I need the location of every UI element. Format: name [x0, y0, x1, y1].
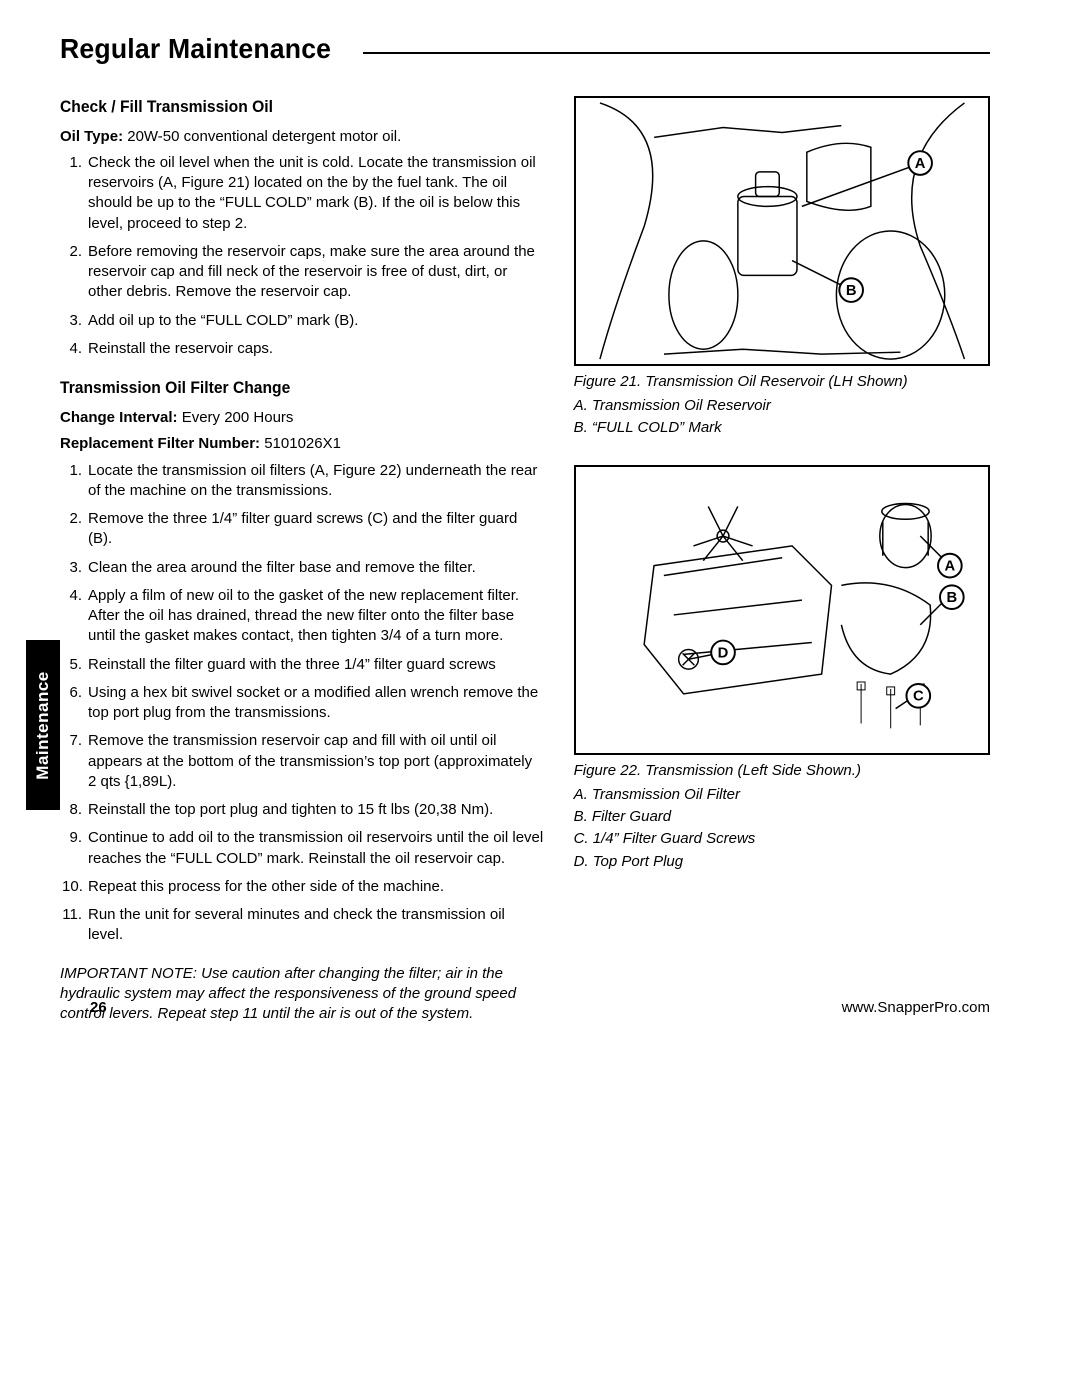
step-item: Using a hex bit swivel socket or a modif…	[60, 683, 544, 724]
footer: 26 www.SnapperPro.com	[90, 998, 990, 1018]
step-item: Reinstall the filter guard with the thre…	[60, 655, 544, 675]
figure-22-caption: Figure 22. Transmission (Left Side Shown…	[574, 761, 990, 781]
header-rule	[363, 52, 990, 54]
figure-21-block: A B Figure 21. Transmission Oil Reservoi…	[574, 96, 990, 439]
step-item: Remove the three 1/4” filter guard screw…	[60, 509, 544, 550]
figure-21-caption: Figure 21. Transmission Oil Reservoir (L…	[574, 372, 990, 392]
figure-22-legend-d: D. Top Port Plug	[574, 852, 990, 872]
step-item: Run the unit for several minutes and che…	[60, 905, 544, 946]
callout-b2: B	[946, 590, 957, 606]
step-item: Locate the transmission oil filters (A, …	[60, 461, 544, 502]
callout-a: A	[914, 156, 925, 172]
figure-22-legend-c: C. 1/4” Filter Guard Screws	[574, 829, 990, 849]
page-number: 26	[90, 998, 107, 1018]
change-interval-label: Change Interval:	[60, 409, 178, 426]
step-item: Apply a film of new oil to the gasket of…	[60, 586, 544, 647]
figure-22-box: A B C D	[574, 465, 990, 755]
oil-type-label: Oil Type:	[60, 128, 123, 145]
step-item: Continue to add oil to the transmission …	[60, 828, 544, 869]
figure-22-legend-b: B. Filter Guard	[574, 807, 990, 827]
footer-url: www.SnapperPro.com	[842, 998, 990, 1018]
step-item: Repeat this process for the other side o…	[60, 877, 544, 897]
section-check-fill-heading: Check / Fill Transmission Oil	[60, 96, 505, 119]
step-item: Add oil up to the “FULL COLD” mark (B).	[60, 311, 544, 331]
filter-number-line: Replacement Filter Number: 5101026X1	[60, 434, 544, 454]
section-filter-change-heading: Transmission Oil Filter Change	[60, 377, 505, 400]
check-fill-steps: Check the oil level when the unit is col…	[60, 153, 544, 359]
filter-change-steps: Locate the transmission oil filters (A, …	[60, 461, 544, 946]
step-item: Reinstall the top port plug and tighten …	[60, 800, 544, 820]
change-interval-line: Change Interval: Every 200 Hours	[60, 408, 544, 428]
figure-22-block: A B C D Figure 22. Transmission (Left Si…	[574, 465, 990, 872]
step-item: Remove the transmission reservoir cap an…	[60, 731, 544, 792]
step-item: Before removing the reservoir caps, make…	[60, 242, 544, 303]
side-tab-label: Maintenance	[32, 671, 55, 779]
figure-21-legend-b: B. “FULL COLD” Mark	[574, 418, 990, 438]
callout-a2: A	[944, 558, 955, 574]
callout-c2: C	[913, 688, 924, 704]
figure-21-svg: A B	[576, 98, 988, 364]
oil-type-line: Oil Type: 20W-50 conventional detergent …	[60, 127, 544, 147]
page-title: Regular Maintenance	[60, 30, 331, 68]
right-column: A B Figure 21. Transmission Oil Reservoi…	[574, 96, 990, 1025]
figure-21-box: A B	[574, 96, 990, 366]
step-item: Check the oil level when the unit is col…	[60, 153, 544, 234]
filter-number-label: Replacement Filter Number:	[60, 435, 260, 452]
filter-number-value: 5101026X1	[260, 435, 341, 452]
figure-21-legend-a: A. Transmission Oil Reservoir	[574, 396, 990, 416]
figure-22-legend-a: A. Transmission Oil Filter	[574, 785, 990, 805]
oil-type-value: 20W-50 conventional detergent motor oil.	[123, 128, 401, 145]
side-tab: Maintenance	[26, 640, 60, 810]
figure-22-svg: A B C D	[576, 467, 988, 753]
callout-b: B	[845, 283, 856, 299]
step-item: Reinstall the reservoir caps.	[60, 339, 544, 359]
callout-d2: D	[717, 645, 728, 661]
left-column: Check / Fill Transmission Oil Oil Type: …	[60, 96, 544, 1025]
step-item: Clean the area around the filter base an…	[60, 558, 544, 578]
change-interval-value: Every 200 Hours	[178, 409, 294, 426]
